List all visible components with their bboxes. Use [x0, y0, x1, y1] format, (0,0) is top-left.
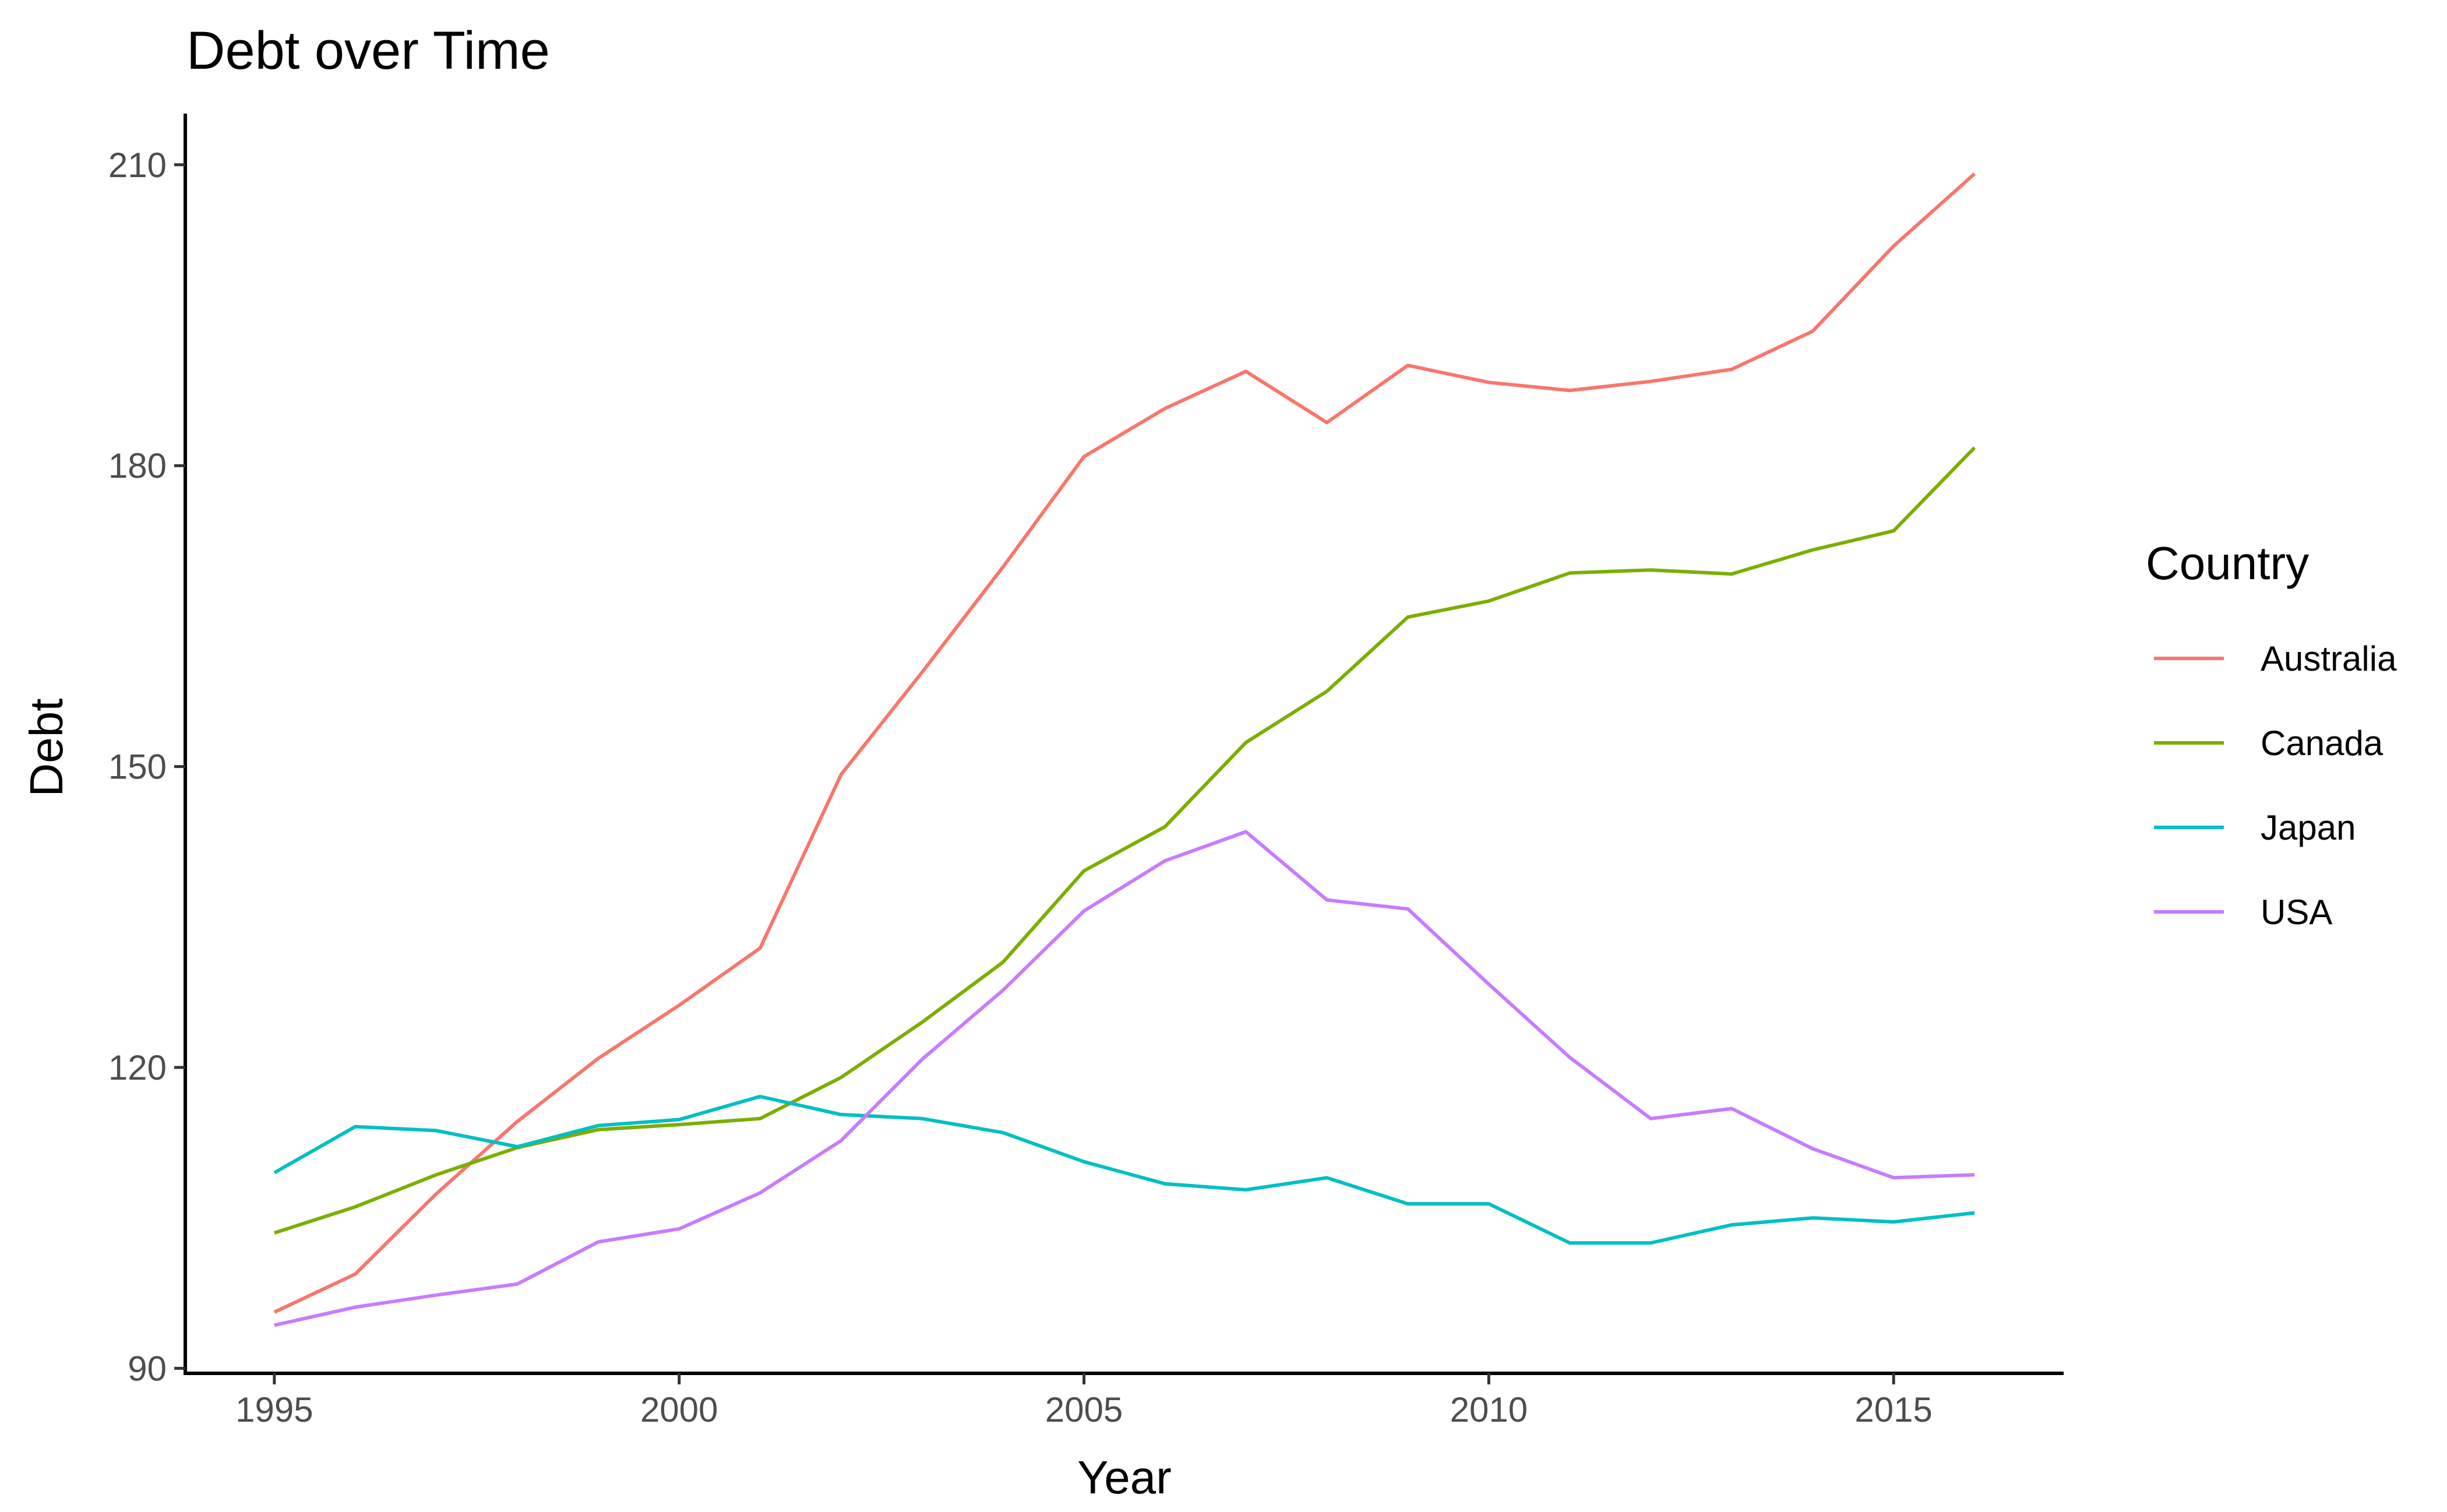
legend-label-usa: USA — [2261, 893, 2332, 932]
y-axis-title: Debt — [20, 699, 72, 797]
x-tick-label: 2010 — [1450, 1390, 1528, 1429]
y-tick-label: 180 — [108, 446, 167, 485]
plot-lines — [273, 172, 1976, 1327]
series-line-usa — [274, 830, 1975, 1327]
chart-title: Debt over Time — [186, 21, 550, 80]
legend: Country Australia Canada Japan USA — [2146, 537, 2397, 932]
x-axis-title: Year — [1077, 1451, 1172, 1503]
legend-label-canada: Canada — [2261, 724, 2383, 763]
y-tick-label: 210 — [108, 146, 167, 185]
series-line-japan — [273, 1094, 1975, 1245]
legend-title: Country — [2146, 537, 2309, 589]
y-axis-ticks: 90 120 150 180 210 — [108, 146, 185, 1388]
x-tick-label: 2005 — [1045, 1390, 1123, 1429]
y-tick-label: 90 — [128, 1349, 167, 1388]
x-tick-label: 1995 — [235, 1390, 313, 1429]
y-tick-label: 120 — [108, 1048, 167, 1087]
x-tick-label: 2000 — [640, 1390, 718, 1429]
series-line-canada — [273, 446, 1976, 1235]
y-tick-label: 150 — [108, 748, 167, 787]
series-line-australia — [273, 172, 1976, 1314]
legend-label-australia: Australia — [2261, 639, 2397, 678]
x-axis-ticks: 1995 2000 2005 2010 2015 — [235, 1373, 1933, 1429]
legend-items: Australia Canada Japan USA — [2154, 639, 2397, 932]
x-tick-label: 2015 — [1854, 1390, 1932, 1429]
legend-label-japan: Japan — [2261, 808, 2356, 847]
